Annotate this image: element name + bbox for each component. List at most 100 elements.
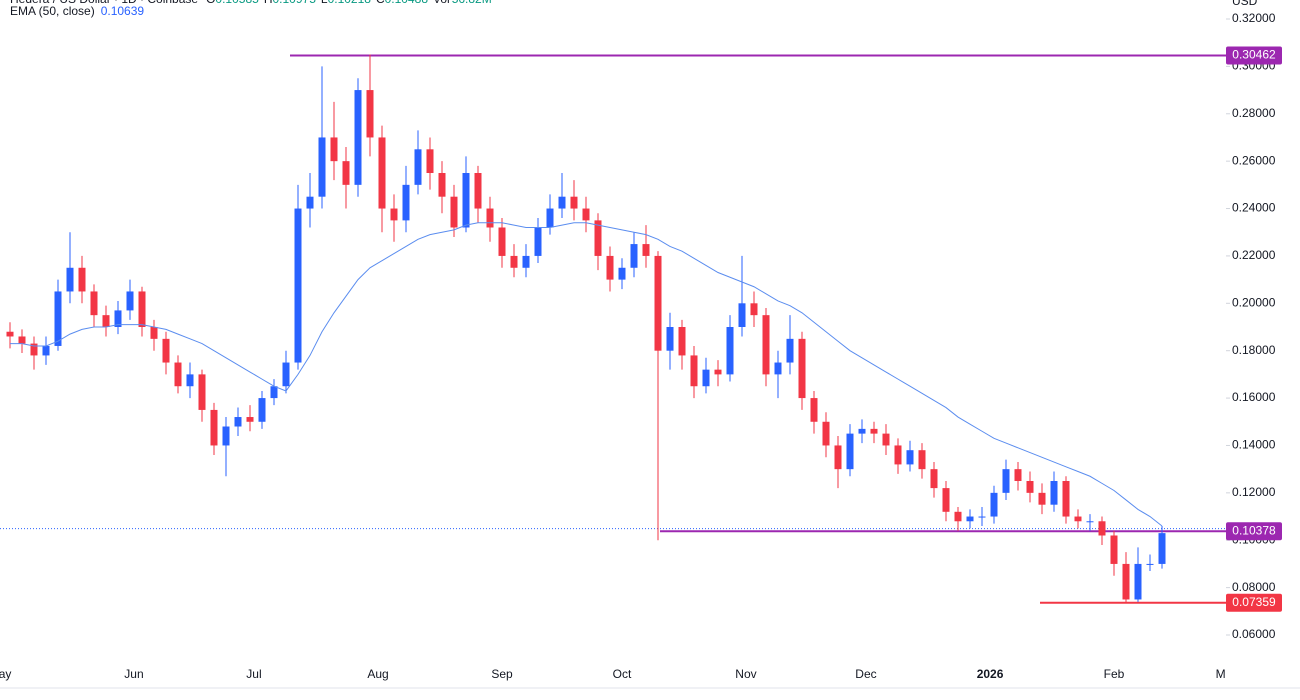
candle-body bbox=[978, 516, 986, 518]
candle-body bbox=[954, 511, 962, 522]
candle-body bbox=[486, 208, 494, 228]
candle-body bbox=[702, 369, 710, 387]
candle-body bbox=[1002, 469, 1010, 493]
candle-body bbox=[918, 450, 926, 470]
candle-body bbox=[1098, 521, 1106, 536]
ema-value: 0.10639 bbox=[101, 4, 145, 18]
candle-body bbox=[822, 421, 830, 446]
quote-key: L bbox=[321, 0, 328, 6]
candle-body bbox=[1086, 521, 1094, 523]
candle-body bbox=[234, 417, 242, 427]
price-tag bbox=[1226, 593, 1282, 612]
candle-body bbox=[1050, 481, 1058, 505]
candle-body bbox=[306, 196, 314, 209]
candle-body bbox=[354, 90, 362, 185]
candle-body bbox=[210, 409, 218, 446]
candle-body bbox=[270, 386, 278, 399]
x-tick-label: Aug bbox=[367, 667, 388, 681]
price-axis-panel bbox=[1226, 0, 1300, 700]
candle-body bbox=[858, 428, 866, 434]
x-tick-label: Jun bbox=[124, 667, 143, 681]
y-tick-label: 0.14000 bbox=[1232, 438, 1276, 452]
volume-value: 56.82M bbox=[452, 0, 492, 6]
candle-body bbox=[546, 208, 554, 228]
candle-body bbox=[618, 267, 626, 280]
candle-body bbox=[762, 315, 770, 375]
candle-body bbox=[882, 433, 890, 446]
candle-body bbox=[498, 227, 506, 256]
candle-body bbox=[714, 369, 722, 375]
candle-body bbox=[366, 90, 374, 138]
candle-body bbox=[294, 208, 302, 363]
candle-body bbox=[534, 227, 542, 256]
ema-line bbox=[10, 222, 1163, 527]
candle-body bbox=[102, 315, 110, 327]
quote-key: O bbox=[206, 0, 215, 6]
candle-body bbox=[738, 303, 746, 327]
candle-body bbox=[942, 488, 950, 512]
y-tick-label: 0.28000 bbox=[1232, 106, 1276, 120]
quote-key: C bbox=[376, 0, 385, 6]
candle-body bbox=[126, 291, 134, 311]
candle-body bbox=[450, 196, 458, 228]
candle-body bbox=[1026, 481, 1034, 493]
candle-body bbox=[990, 492, 998, 517]
candle-body bbox=[1062, 481, 1070, 517]
plot-area: MayJunJulAugSepOctNovDec2026FebMar bbox=[0, 54, 1236, 681]
candle-body bbox=[1014, 469, 1022, 481]
candle-body bbox=[570, 196, 578, 209]
candle-body bbox=[258, 398, 266, 422]
quote-key: H bbox=[264, 0, 273, 6]
candle-body bbox=[798, 338, 806, 399]
candle-body bbox=[582, 208, 590, 221]
quote-value: 0.10218 bbox=[328, 0, 372, 6]
candle-body bbox=[606, 255, 614, 280]
candle-body bbox=[138, 291, 146, 327]
candle-body bbox=[114, 310, 122, 327]
candle-body bbox=[654, 255, 662, 351]
candle-body bbox=[78, 267, 86, 292]
currency: USD bbox=[1232, 0, 1258, 8]
candle-body bbox=[906, 450, 914, 465]
candle-body bbox=[222, 426, 230, 446]
candle-body bbox=[150, 327, 158, 339]
candle-body bbox=[558, 196, 566, 209]
x-tick-label: Oct bbox=[613, 667, 632, 681]
candle-body bbox=[282, 362, 290, 387]
x-tick-label: Jul bbox=[246, 667, 261, 681]
candle-body bbox=[246, 417, 254, 422]
x-tick-label: Dec bbox=[855, 667, 876, 681]
y-tick-label: 0.12000 bbox=[1232, 485, 1276, 499]
volume-key: Vol bbox=[433, 0, 450, 6]
candle-body bbox=[1038, 492, 1046, 505]
candle-body bbox=[318, 137, 326, 197]
candle-body bbox=[438, 173, 446, 197]
candle-body bbox=[894, 445, 902, 465]
candle-body bbox=[786, 338, 794, 363]
y-tick-label: 0.26000 bbox=[1232, 153, 1276, 167]
candle-body bbox=[1122, 563, 1130, 600]
y-tick-label: 0.16000 bbox=[1232, 390, 1276, 404]
candle-body bbox=[966, 516, 974, 522]
candle-body bbox=[678, 327, 686, 356]
candle-body bbox=[774, 362, 782, 375]
price-tag bbox=[1226, 522, 1282, 541]
candle-body bbox=[90, 291, 98, 316]
quote-value: 0.10585 bbox=[215, 0, 259, 6]
x-tick-label: 2026 bbox=[977, 667, 1004, 681]
candle-body bbox=[186, 374, 194, 387]
candle-body bbox=[690, 355, 698, 387]
y-tick-label: 0.06000 bbox=[1232, 627, 1276, 641]
price-tag bbox=[1226, 46, 1282, 65]
legend: Hedera / US Dollar · 1D · Coinbase O0.105… bbox=[10, 0, 492, 18]
candle-body bbox=[66, 267, 74, 292]
candle-body bbox=[726, 327, 734, 375]
candle-body bbox=[30, 343, 38, 356]
candle-body bbox=[846, 433, 854, 470]
candle-body bbox=[390, 208, 398, 221]
candle-body bbox=[42, 345, 50, 356]
candle-body bbox=[834, 445, 842, 470]
y-tick-label: 0.22000 bbox=[1232, 248, 1276, 262]
